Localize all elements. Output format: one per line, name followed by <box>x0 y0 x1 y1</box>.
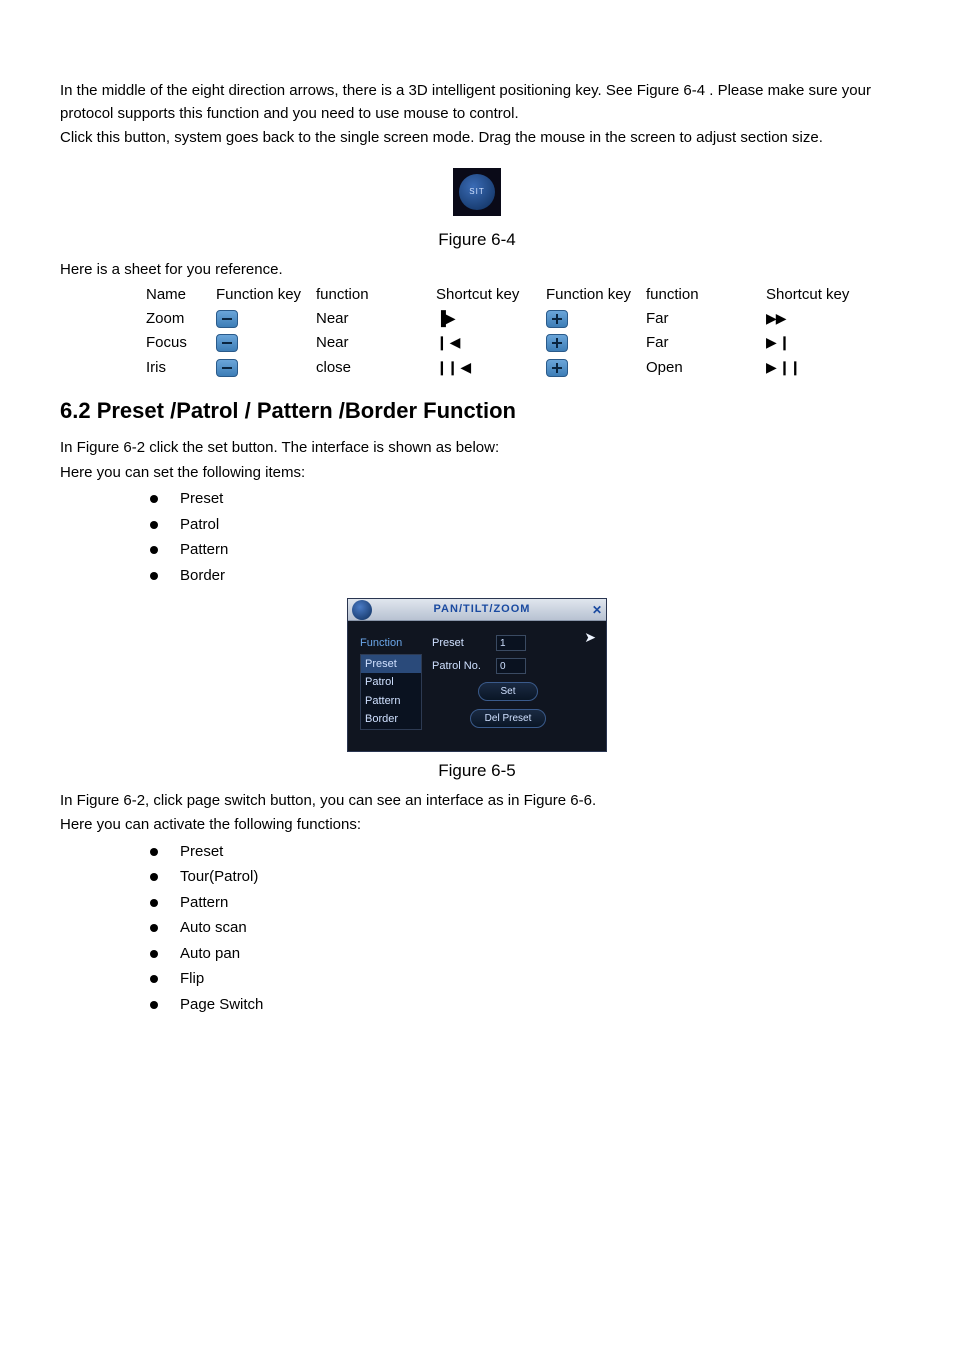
del-preset-button[interactable]: Del Preset <box>470 709 546 728</box>
row-focus-sk1: ❙ ◀ <box>430 331 540 356</box>
ptz-title-text: PAN/TILT/ZOOM <box>376 601 588 618</box>
th-function-key-2: Function key <box>540 283 640 307</box>
plus-icon <box>546 334 568 352</box>
section-p2: Here you can set the following items: <box>60 462 894 485</box>
function-label: Function <box>360 635 422 652</box>
list-item: Pattern <box>150 890 894 916</box>
row-zoom-fn1: Near <box>310 307 430 332</box>
patrol-no-input[interactable]: 0 <box>496 658 526 674</box>
figure-6-4-image: SIT <box>60 168 894 224</box>
set-items-list: Preset Patrol Pattern Border <box>150 486 894 588</box>
list-item: Preset <box>150 839 894 865</box>
function-item-patrol[interactable]: Patrol <box>361 673 421 692</box>
minus-icon <box>216 310 238 328</box>
list-item: Flip <box>150 966 894 992</box>
th-name: Name <box>140 283 210 307</box>
plus-icon <box>546 359 568 377</box>
after-fig65-p1: In Figure 6-2, click page switch button,… <box>60 790 894 813</box>
th-function-key-1: Function key <box>210 283 310 307</box>
activate-functions-list: Preset Tour(Patrol) Pattern Auto scan Au… <box>150 839 894 1018</box>
row-zoom-sk1: ▐▶ <box>430 307 540 332</box>
row-iris-fn1: close <box>310 356 430 381</box>
function-list[interactable]: Preset Patrol Pattern Border <box>360 654 422 730</box>
function-item-preset[interactable]: Preset <box>361 655 421 674</box>
minus-icon <box>216 359 238 377</box>
reference-table: Name Function key function Shortcut key … <box>140 283 870 380</box>
ptz-titlebar: PAN/TILT/ZOOM ✕ <box>348 599 606 621</box>
ptz-logo-icon <box>352 600 372 620</box>
list-item: Auto scan <box>150 915 894 941</box>
row-zoom-sk2: ▶▶ <box>760 307 870 332</box>
list-item: Pattern <box>150 537 894 563</box>
reference-intro: Here is a sheet for you reference. <box>60 259 894 282</box>
row-focus-name: Focus <box>140 331 210 356</box>
minus-icon <box>216 334 238 352</box>
section-6-2-title: 6.2 Preset /Patrol / Pattern /Border Fun… <box>60 394 894 427</box>
row-iris-sk2: ▶ ❙❙ <box>760 356 870 381</box>
th-shortcut-1: Shortcut key <box>430 283 540 307</box>
row-zoom-fn2: Far <box>640 307 760 332</box>
row-focus-sk2: ▶ ❙ <box>760 331 870 356</box>
function-item-border[interactable]: Border <box>361 710 421 729</box>
row-iris-name: Iris <box>140 356 210 381</box>
ptz-dialog: PAN/TILT/ZOOM ✕ ➤ Function Preset Patrol… <box>347 598 607 752</box>
sit-positioning-icon: SIT <box>453 168 501 216</box>
sit-label: SIT <box>459 174 495 210</box>
intro-para-2: Click this button, system goes back to t… <box>60 127 894 150</box>
preset-input[interactable]: 1 <box>496 635 526 651</box>
list-item: Preset <box>150 486 894 512</box>
intro-para-1: In the middle of the eight direction arr… <box>60 80 894 125</box>
after-fig65-p2: Here you can activate the following func… <box>60 814 894 837</box>
plus-icon <box>546 310 568 328</box>
list-item: Auto pan <box>150 941 894 967</box>
cursor-icon: ➤ <box>584 627 596 648</box>
th-function-1: function <box>310 283 430 307</box>
th-shortcut-2: Shortcut key <box>760 283 870 307</box>
list-item: Border <box>150 563 894 589</box>
function-item-pattern[interactable]: Pattern <box>361 692 421 711</box>
list-item: Tour(Patrol) <box>150 864 894 890</box>
row-zoom-name: Zoom <box>140 307 210 332</box>
row-focus-fn2: Far <box>640 331 760 356</box>
th-function-2: function <box>640 283 760 307</box>
list-item: Page Switch <box>150 992 894 1018</box>
figure-6-5-caption: Figure 6-5 <box>60 758 894 784</box>
preset-label: Preset <box>432 635 496 652</box>
close-icon[interactable]: ✕ <box>588 601 606 619</box>
section-p1: In Figure 6-2 click the set button. The … <box>60 437 894 460</box>
set-button[interactable]: Set <box>478 682 538 701</box>
figure-6-4-caption: Figure 6-4 <box>60 227 894 253</box>
patrol-no-label: Patrol No. <box>432 658 496 675</box>
row-iris-fn2: Open <box>640 356 760 381</box>
list-item: Patrol <box>150 512 894 538</box>
row-iris-sk1: ❙❙ ◀ <box>430 356 540 381</box>
row-focus-fn1: Near <box>310 331 430 356</box>
